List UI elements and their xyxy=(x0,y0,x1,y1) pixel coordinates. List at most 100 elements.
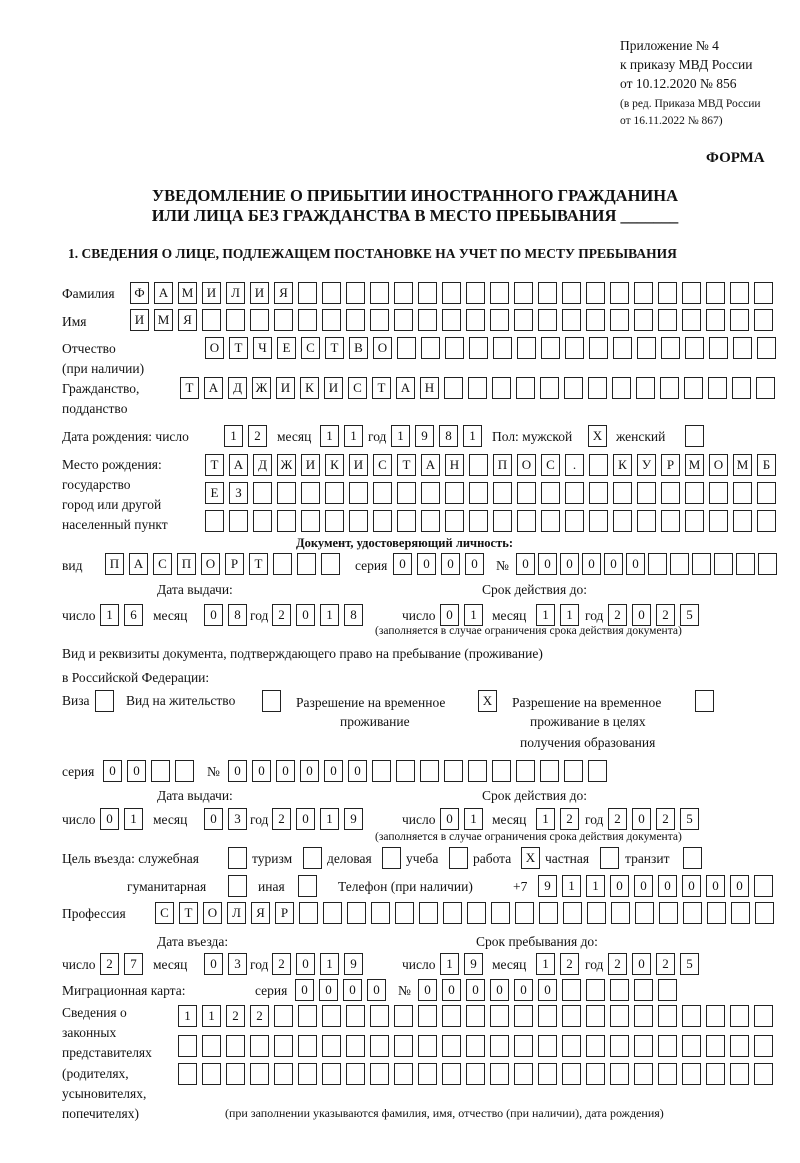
char-box[interactable]: 2 xyxy=(608,808,627,830)
char-box[interactable] xyxy=(298,875,317,897)
char-box[interactable] xyxy=(586,1035,605,1057)
char-box[interactable] xyxy=(682,1035,701,1057)
char-box[interactable]: А xyxy=(154,282,173,304)
char-box[interactable] xyxy=(442,282,461,304)
char-box[interactable] xyxy=(370,282,389,304)
char-box[interactable] xyxy=(733,337,752,359)
char-box[interactable]: 0 xyxy=(730,875,749,897)
char-box[interactable]: 1 xyxy=(562,875,581,897)
char-box[interactable] xyxy=(682,282,701,304)
char-box[interactable] xyxy=(758,553,777,575)
char-box[interactable] xyxy=(226,1035,245,1057)
char-box[interactable]: 0 xyxy=(300,760,319,782)
char-box[interactable] xyxy=(562,282,581,304)
char-box[interactable]: 9 xyxy=(464,953,483,975)
char-box[interactable] xyxy=(610,1005,629,1027)
char-box[interactable]: 0 xyxy=(319,979,338,1001)
char-box[interactable] xyxy=(562,309,581,331)
char-box[interactable] xyxy=(298,1063,317,1085)
char-box[interactable] xyxy=(658,1005,677,1027)
char-box[interactable] xyxy=(250,309,269,331)
char-box[interactable]: 0 xyxy=(538,979,557,1001)
char-box[interactable] xyxy=(610,282,629,304)
char-box[interactable] xyxy=(613,482,632,504)
char-box[interactable] xyxy=(515,902,534,924)
char-box[interactable]: 1 xyxy=(536,808,555,830)
char-box[interactable] xyxy=(658,282,677,304)
char-box[interactable]: Я xyxy=(251,902,270,924)
char-box[interactable] xyxy=(490,1005,509,1027)
char-box[interactable] xyxy=(658,979,677,1001)
char-box[interactable]: 0 xyxy=(442,979,461,1001)
char-box[interactable]: Т xyxy=(179,902,198,924)
char-box[interactable] xyxy=(370,1063,389,1085)
char-box[interactable]: 1 xyxy=(320,808,339,830)
char-box[interactable]: 0 xyxy=(343,979,362,1001)
char-box[interactable] xyxy=(442,1035,461,1057)
char-box[interactable] xyxy=(683,902,702,924)
char-box[interactable]: 0 xyxy=(324,760,343,782)
char-box[interactable] xyxy=(754,1035,773,1057)
char-box[interactable]: 1 xyxy=(464,604,483,626)
char-box[interactable]: А xyxy=(396,377,415,399)
char-box[interactable]: 0 xyxy=(634,875,653,897)
char-box[interactable]: О xyxy=(709,454,728,476)
char-box[interactable] xyxy=(757,510,776,532)
char-box[interactable]: X xyxy=(588,425,607,447)
char-box[interactable] xyxy=(564,760,583,782)
char-box[interactable] xyxy=(514,1005,533,1027)
char-box[interactable]: 0 xyxy=(632,808,651,830)
char-box[interactable]: 2 xyxy=(608,604,627,626)
char-box[interactable]: 0 xyxy=(103,760,122,782)
char-box[interactable]: О xyxy=(201,553,220,575)
char-box[interactable] xyxy=(493,510,512,532)
char-box[interactable]: А xyxy=(229,454,248,476)
char-box[interactable] xyxy=(228,847,247,869)
char-box[interactable] xyxy=(205,510,224,532)
char-box[interactable] xyxy=(178,1035,197,1057)
char-box[interactable] xyxy=(562,979,581,1001)
char-box[interactable]: 1 xyxy=(536,953,555,975)
char-box[interactable]: 0 xyxy=(440,604,459,626)
char-box[interactable] xyxy=(202,1063,221,1085)
char-box[interactable] xyxy=(468,377,487,399)
char-box[interactable] xyxy=(610,1063,629,1085)
char-box[interactable]: 2 xyxy=(656,604,675,626)
char-box[interactable] xyxy=(730,1063,749,1085)
char-box[interactable]: Д xyxy=(253,454,272,476)
char-box[interactable] xyxy=(445,337,464,359)
char-box[interactable]: 2 xyxy=(272,953,291,975)
char-box[interactable]: 0 xyxy=(466,979,485,1001)
char-box[interactable] xyxy=(706,309,725,331)
char-box[interactable] xyxy=(707,902,726,924)
char-box[interactable] xyxy=(733,482,752,504)
char-box[interactable]: Ф xyxy=(130,282,149,304)
char-box[interactable] xyxy=(732,377,751,399)
char-box[interactable]: И xyxy=(349,454,368,476)
char-box[interactable] xyxy=(323,902,342,924)
char-box[interactable] xyxy=(540,760,559,782)
char-box[interactable] xyxy=(322,1035,341,1057)
char-box[interactable]: 0 xyxy=(516,553,535,575)
char-box[interactable]: 1 xyxy=(586,875,605,897)
char-box[interactable]: 1 xyxy=(100,604,119,626)
char-box[interactable] xyxy=(670,553,689,575)
char-box[interactable] xyxy=(274,1005,293,1027)
char-box[interactable] xyxy=(586,282,605,304)
char-box[interactable]: А xyxy=(421,454,440,476)
char-box[interactable] xyxy=(658,1035,677,1057)
char-box[interactable]: 1 xyxy=(178,1005,197,1027)
char-box[interactable]: 0 xyxy=(610,875,629,897)
char-box[interactable] xyxy=(610,979,629,1001)
char-box[interactable] xyxy=(757,337,776,359)
char-box[interactable]: 0 xyxy=(626,553,645,575)
char-box[interactable]: 0 xyxy=(367,979,386,1001)
char-box[interactable]: 0 xyxy=(538,553,557,575)
char-box[interactable] xyxy=(682,309,701,331)
char-box[interactable] xyxy=(298,282,317,304)
char-box[interactable] xyxy=(637,510,656,532)
char-box[interactable] xyxy=(586,1063,605,1085)
char-box[interactable] xyxy=(661,482,680,504)
char-box[interactable]: 9 xyxy=(415,425,434,447)
char-box[interactable] xyxy=(541,482,560,504)
